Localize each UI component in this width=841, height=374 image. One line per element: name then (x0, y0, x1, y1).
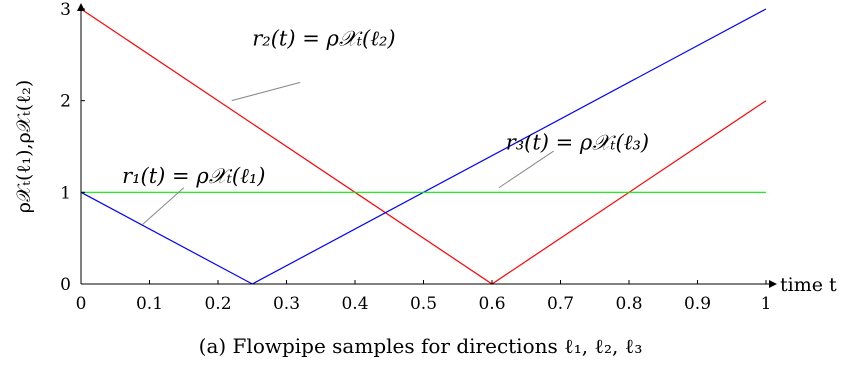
annotation-label-3: r₃(t) = ρ𝒳ₜ(ℓ₃) (506, 130, 649, 154)
x-axis-arrow (769, 280, 777, 288)
series-line-2 (80, 8, 767, 285)
y-tick-label: 0 (60, 275, 71, 295)
x-tick-label: 0.3 (273, 294, 300, 314)
x-tick-label: 0.9 (684, 294, 711, 314)
x-tick-label: 0.2 (204, 294, 231, 314)
y-tick-label: 2 (60, 92, 71, 112)
annotation-label-1: r₂(t) = ρ𝒳ₜ(ℓ₂) (252, 27, 395, 51)
x-tick-label: 0 (76, 294, 87, 314)
y-axis-title: ρ𝒳ₜ(ℓ₁),ρ𝒳ₜ(ℓ₂) (13, 80, 35, 214)
annotation-pointer-2 (142, 187, 185, 225)
series-line-1 (80, 8, 767, 285)
annotation-pointer-1 (231, 81, 301, 102)
flowpipe-chart: 0 0.1 0.2 0.3 0.4 0.5 0.6 0.7 0.8 0.9 1 0 1 2 3 time t ρ… (13, 0, 837, 314)
x-tick-label: 0.1 (136, 294, 163, 314)
annotation-label-2: r₁(t) = ρ𝒳ₜ(ℓ₁) (122, 164, 265, 188)
x-tick-label: 0.4 (341, 294, 368, 314)
x-tick-label: 1 (761, 294, 772, 314)
y-axis-arrow (77, 3, 85, 11)
x-axis-title: time t (780, 274, 837, 296)
annotation-pointer-3 (498, 150, 554, 189)
x-tick-label: 0.7 (547, 294, 574, 314)
x-tick-label: 0.6 (478, 294, 505, 314)
y-tick-label: 1 (60, 183, 71, 203)
y-tick-label: 3 (60, 0, 71, 20)
x-tick-label: 0.5 (410, 294, 437, 314)
figure-caption: (a) Flowpipe samples for directions ℓ₁, … (198, 334, 643, 358)
x-tick-label: 0.8 (615, 294, 642, 314)
